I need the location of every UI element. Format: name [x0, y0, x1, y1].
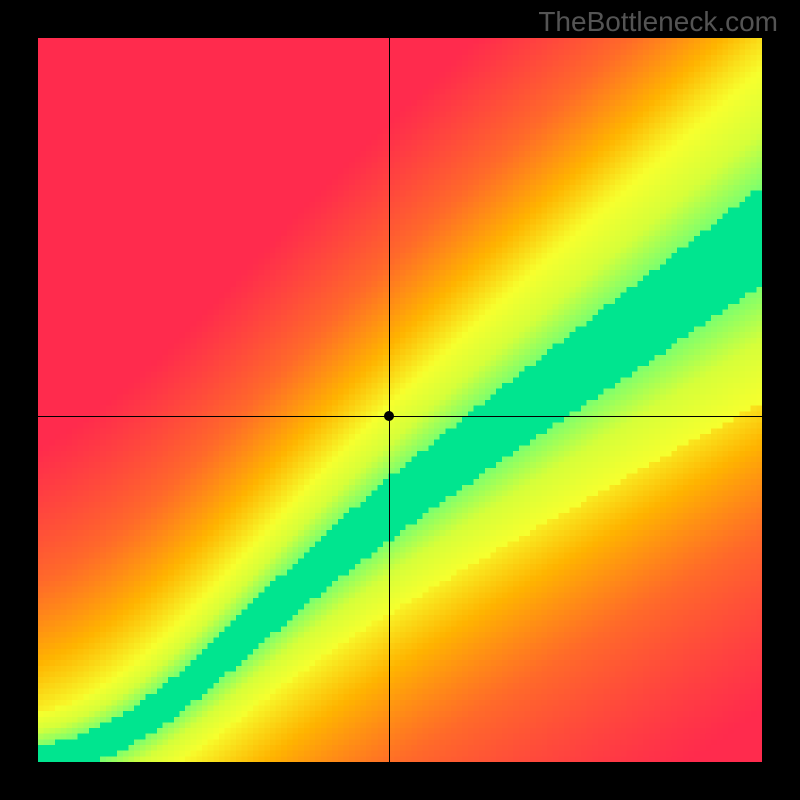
heatmap-plot: [38, 38, 762, 762]
heatmap-canvas: [38, 38, 762, 762]
chart-container: { "watermark_text": "TheBottleneck.com",…: [0, 0, 800, 800]
crosshair-horizontal: [38, 416, 762, 417]
crosshair-marker: [384, 411, 394, 421]
watermark-text: TheBottleneck.com: [538, 6, 778, 38]
crosshair-vertical: [389, 38, 390, 762]
